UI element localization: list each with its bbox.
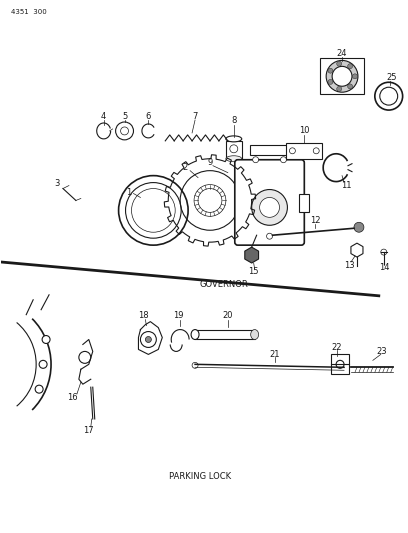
- Text: 23: 23: [377, 347, 387, 356]
- Text: 12: 12: [310, 216, 321, 225]
- Circle shape: [259, 197, 279, 217]
- Bar: [320, 59, 364, 94]
- Text: 18: 18: [138, 311, 149, 320]
- Circle shape: [252, 190, 287, 225]
- Text: 13: 13: [344, 261, 354, 270]
- Circle shape: [35, 385, 43, 393]
- Circle shape: [313, 148, 319, 154]
- Text: 20: 20: [223, 311, 233, 320]
- Circle shape: [337, 86, 341, 91]
- Circle shape: [354, 222, 364, 232]
- Circle shape: [326, 60, 358, 92]
- Text: 15: 15: [248, 268, 259, 277]
- Text: 1: 1: [126, 188, 131, 197]
- Text: 4: 4: [101, 111, 106, 120]
- Circle shape: [192, 362, 198, 368]
- Text: 24: 24: [337, 49, 347, 58]
- Circle shape: [348, 64, 353, 69]
- Circle shape: [42, 336, 50, 343]
- Text: 25: 25: [386, 73, 397, 82]
- Circle shape: [332, 67, 352, 86]
- Circle shape: [39, 360, 47, 368]
- Polygon shape: [351, 243, 363, 257]
- Text: 6: 6: [146, 111, 151, 120]
- Text: 22: 22: [332, 343, 342, 352]
- Text: 11: 11: [341, 181, 351, 190]
- Circle shape: [253, 157, 259, 163]
- Text: 9: 9: [207, 158, 213, 167]
- Text: 14: 14: [379, 263, 390, 272]
- Text: 2: 2: [182, 163, 188, 172]
- Circle shape: [336, 360, 344, 368]
- Circle shape: [145, 336, 151, 343]
- Circle shape: [337, 61, 341, 66]
- Text: 8: 8: [231, 117, 237, 125]
- Bar: [226, 141, 242, 159]
- Circle shape: [328, 68, 333, 73]
- Ellipse shape: [251, 329, 259, 340]
- Text: 17: 17: [84, 426, 94, 435]
- Text: 16: 16: [68, 393, 78, 401]
- Bar: [286, 143, 322, 159]
- Circle shape: [289, 148, 295, 154]
- Text: 4351  300: 4351 300: [11, 9, 47, 15]
- Bar: [195, 329, 255, 340]
- Text: 19: 19: [173, 311, 184, 320]
- Text: PARKING LOCK: PARKING LOCK: [169, 472, 231, 481]
- Text: 10: 10: [299, 126, 310, 135]
- Bar: [250, 145, 289, 155]
- Circle shape: [328, 79, 333, 84]
- Circle shape: [280, 157, 286, 163]
- Text: GOVERNOR: GOVERNOR: [200, 280, 248, 289]
- Ellipse shape: [226, 136, 242, 142]
- Circle shape: [140, 332, 156, 348]
- Text: 3: 3: [54, 179, 60, 188]
- Text: 21: 21: [269, 350, 280, 359]
- Text: 5: 5: [122, 111, 127, 120]
- FancyBboxPatch shape: [235, 160, 304, 245]
- Bar: [331, 354, 349, 374]
- Ellipse shape: [191, 329, 199, 340]
- Text: 7: 7: [193, 111, 198, 120]
- Ellipse shape: [226, 156, 242, 161]
- Circle shape: [348, 84, 353, 89]
- Polygon shape: [245, 247, 259, 263]
- Circle shape: [353, 74, 357, 79]
- Bar: [299, 195, 309, 212]
